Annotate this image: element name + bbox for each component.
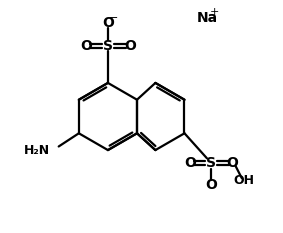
Text: O: O — [124, 39, 136, 53]
Text: O: O — [184, 156, 196, 170]
Text: −: − — [109, 13, 118, 23]
Text: H₂N: H₂N — [24, 144, 50, 157]
Text: S: S — [206, 156, 216, 170]
Text: O: O — [102, 16, 114, 30]
Text: Na: Na — [197, 11, 218, 25]
Text: S: S — [103, 39, 113, 53]
Text: O: O — [205, 178, 217, 192]
Text: OH: OH — [233, 174, 254, 187]
Text: O: O — [80, 39, 92, 53]
Text: +: + — [210, 7, 219, 17]
Text: O: O — [226, 156, 238, 170]
